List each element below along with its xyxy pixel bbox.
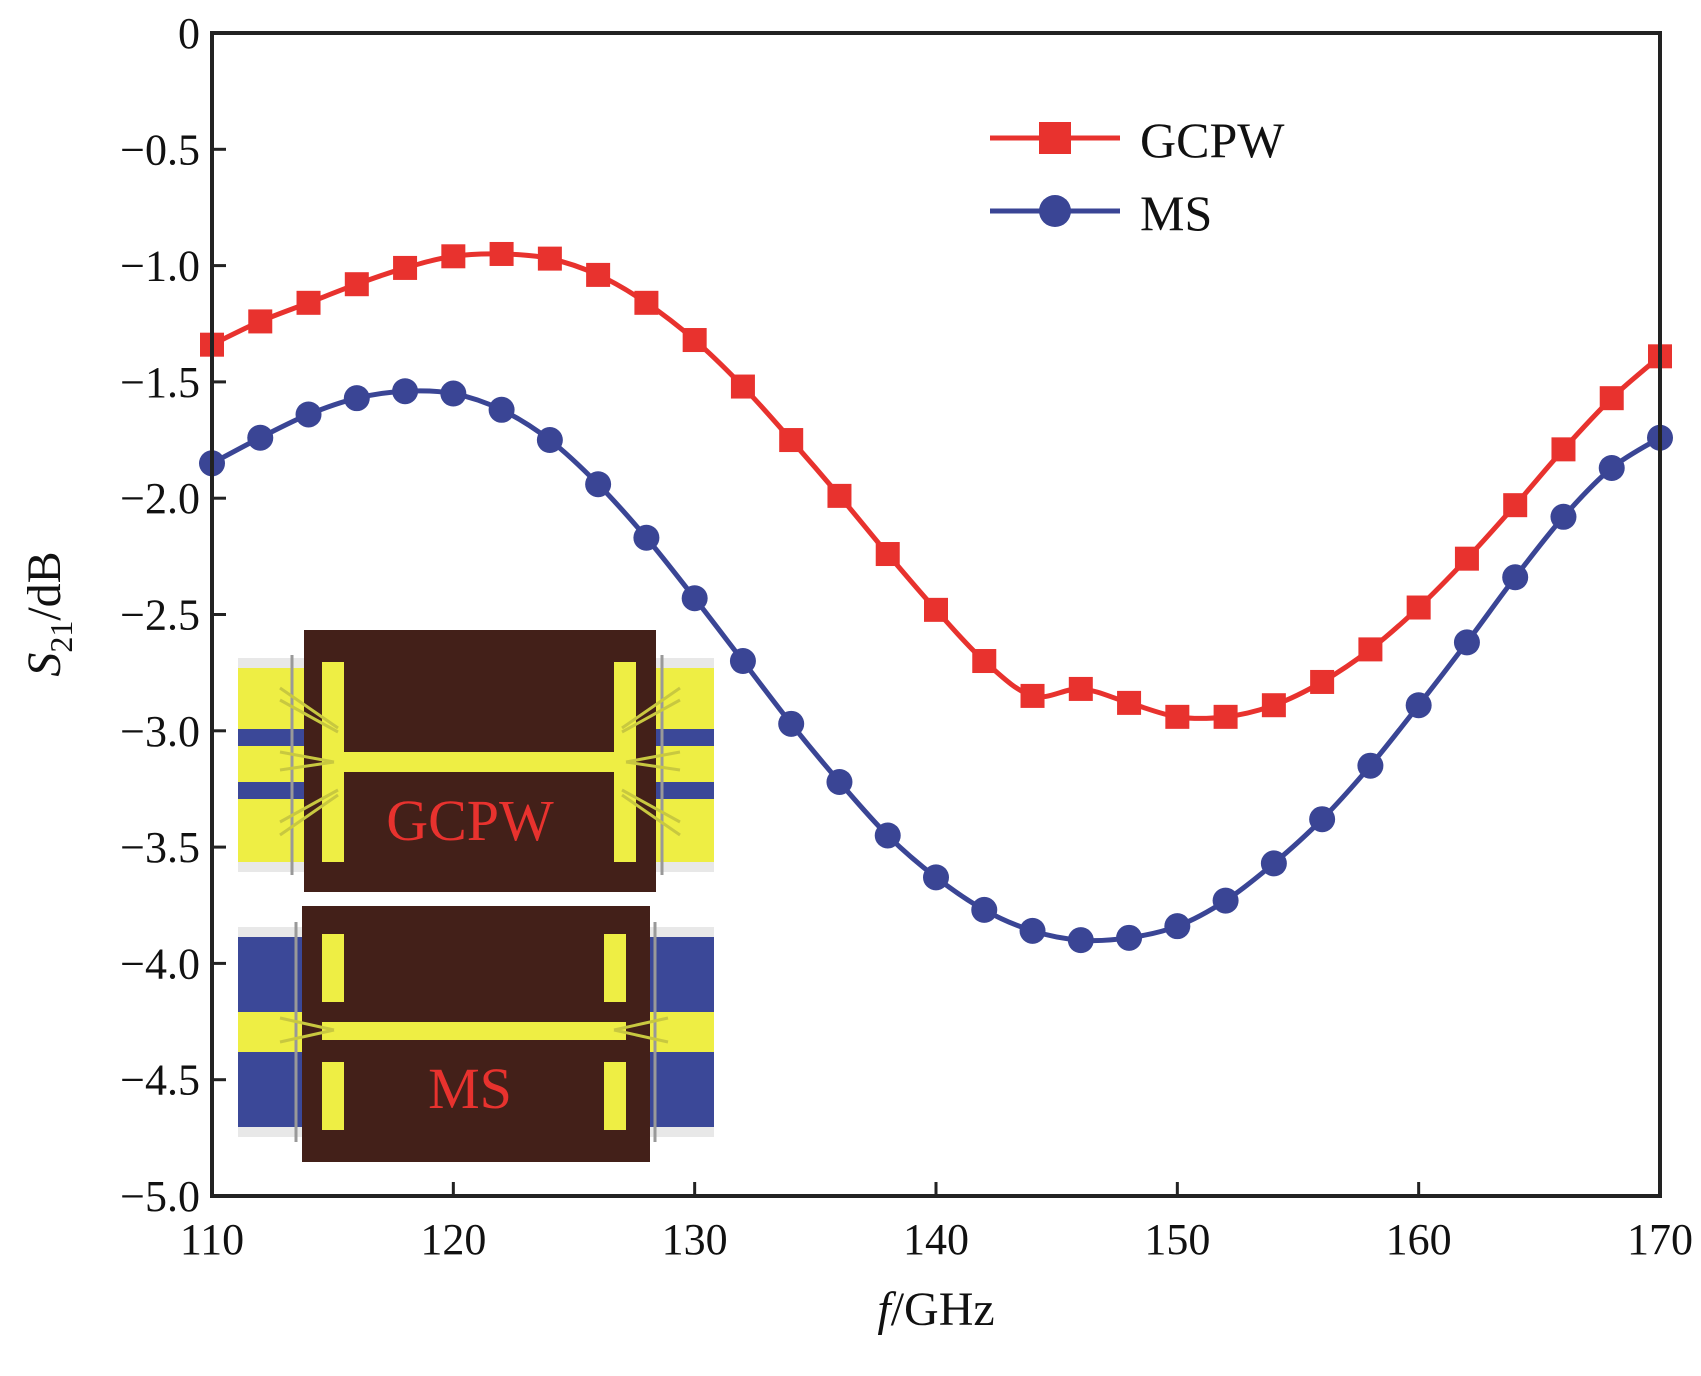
data-point-ms — [1116, 924, 1143, 951]
data-point-gcpw — [393, 255, 418, 280]
data-point-ms — [681, 585, 708, 612]
legend-item-ms: MS — [990, 185, 1212, 241]
data-point-ms — [1550, 503, 1577, 530]
data-point-gcpw — [924, 597, 948, 622]
data-point-gcpw — [248, 309, 273, 334]
data-point-ms — [488, 396, 515, 423]
data-point-gcpw — [1165, 704, 1190, 729]
y-tick-label: −0.5 — [120, 125, 200, 174]
legend-label-ms: MS — [1140, 185, 1212, 241]
data-point-gcpw — [1358, 637, 1383, 662]
data-point-gcpw — [296, 290, 321, 315]
y-tick-label: −1.0 — [120, 242, 200, 291]
data-point-ms — [536, 427, 563, 454]
data-point-ms — [343, 385, 370, 412]
y-tick-label: −2.0 — [120, 474, 200, 523]
series-layer — [199, 241, 1673, 954]
x-tick-label: 170 — [1627, 1215, 1693, 1264]
ticks-layer: 110 120 130 140 150 160 170 0 −0.5 −1.0 −1.5 −2.0 −2… — [120, 9, 1693, 1264]
data-point-ms — [1309, 806, 1336, 833]
data-point-gcpw — [1551, 437, 1576, 462]
data-point-ms — [923, 864, 949, 891]
legend: GCPW MS — [990, 112, 1285, 241]
y-tick-label: −2.5 — [120, 591, 200, 640]
data-point-gcpw — [730, 374, 755, 399]
legend-label-gcpw: GCPW — [1140, 112, 1285, 168]
data-point-ms — [633, 524, 660, 551]
data-point-gcpw — [489, 241, 514, 266]
x-tick-label: 160 — [1386, 1215, 1452, 1264]
data-point-gcpw — [441, 244, 466, 269]
data-point-ms — [874, 822, 901, 849]
data-point-ms — [1067, 927, 1094, 954]
series-ms — [199, 378, 1673, 954]
data-point-gcpw — [344, 272, 369, 297]
data-point-ms — [1405, 692, 1432, 719]
data-point-ms — [826, 768, 853, 795]
data-point-gcpw — [1310, 669, 1335, 694]
data-point-ms — [1260, 850, 1287, 877]
data-point-gcpw — [1068, 676, 1093, 701]
x-axis-label: f/GHz — [877, 1283, 994, 1336]
y-tick-label: −3.0 — [120, 707, 200, 756]
data-point-gcpw — [779, 428, 804, 453]
data-point-gcpw — [1406, 595, 1431, 620]
data-point-gcpw — [1503, 493, 1528, 518]
x-tick-label: 120 — [420, 1215, 486, 1264]
x-tick-label: 150 — [1144, 1215, 1210, 1264]
plot-frame — [210, 31, 1662, 1198]
data-point-ms — [1357, 752, 1384, 779]
data-point-gcpw — [1020, 683, 1045, 708]
data-point-ms — [247, 424, 274, 451]
y-tick-label: −3.5 — [120, 823, 200, 872]
y-tick-label: −1.5 — [120, 358, 200, 407]
legend-item-gcpw: GCPW — [990, 112, 1285, 168]
data-point-ms — [971, 896, 998, 923]
data-point-ms — [440, 380, 467, 407]
data-point-ms — [295, 401, 322, 428]
data-point-ms — [1019, 917, 1046, 944]
data-point-ms — [1598, 454, 1625, 481]
data-point-ms — [1164, 913, 1191, 940]
data-point-gcpw — [827, 483, 852, 508]
data-point-gcpw — [1599, 386, 1624, 411]
data-point-ms — [1502, 564, 1529, 591]
y-axis-label: S21/dB — [18, 551, 79, 676]
data-point-ms — [1212, 887, 1239, 914]
data-point-gcpw — [1261, 693, 1286, 718]
y-tick-label: −4.0 — [120, 939, 200, 988]
x-tick-label: 140 — [903, 1215, 969, 1264]
data-point-ms — [585, 471, 612, 498]
ms-structure-inset: MS — [238, 906, 714, 1162]
x-tick-label: 130 — [662, 1215, 728, 1264]
data-point-ms — [1453, 629, 1480, 656]
series-gcpw — [200, 241, 1672, 729]
data-point-gcpw — [875, 542, 900, 567]
inset-label-gcpw: GCPW — [386, 788, 554, 853]
data-point-gcpw — [586, 262, 611, 287]
y-tick-label: 0 — [178, 9, 200, 58]
data-point-ms — [392, 378, 419, 405]
inset-label-ms: MS — [428, 1056, 512, 1121]
data-point-gcpw — [1454, 546, 1479, 571]
data-point-ms — [778, 710, 805, 737]
y-tick-label: −4.5 — [120, 1056, 200, 1105]
data-point-gcpw — [682, 328, 707, 353]
data-point-gcpw — [537, 246, 562, 271]
data-point-gcpw — [1213, 704, 1238, 729]
data-point-gcpw — [1117, 690, 1142, 715]
gcpw-structure-inset: GCPW — [238, 630, 714, 892]
x-tick-label: 110 — [180, 1215, 244, 1264]
data-point-ms — [729, 648, 756, 675]
data-point-gcpw — [972, 649, 997, 674]
y-tick-label: −5.0 — [120, 1172, 200, 1221]
data-point-gcpw — [634, 290, 659, 315]
